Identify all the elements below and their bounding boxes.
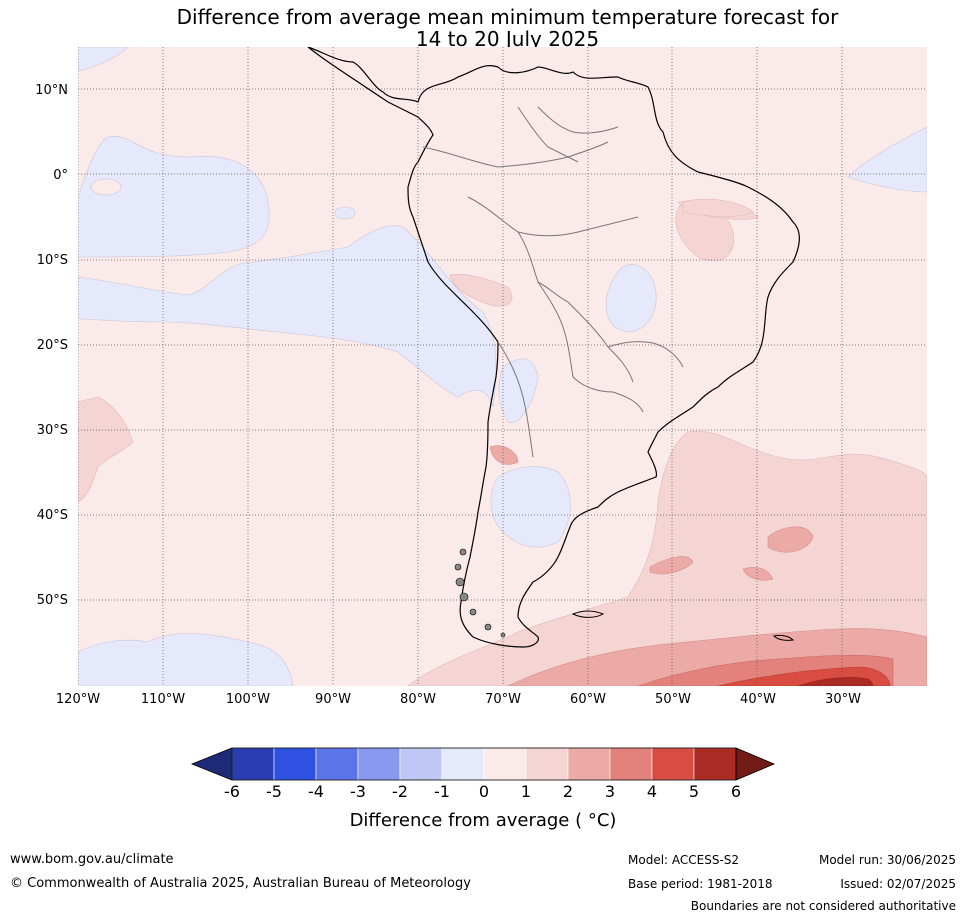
lon-label-80w: 80°W (400, 692, 436, 707)
lon-label-50w: 50°W (655, 692, 691, 707)
colorbar-swatch-5 (441, 747, 485, 781)
colorbar-swatch-0 (231, 747, 275, 781)
colorbar-outline (231, 747, 737, 781)
colorbar-tick-minus-2: -2 (392, 782, 408, 801)
lat-label-10s: 10°S (36, 253, 68, 268)
colorbar-tick-3: 3 (604, 782, 616, 801)
colorbar-tick-6: 6 (730, 782, 742, 801)
anomaly-region-amapa-warm (682, 198, 754, 217)
colorbar-swatch-11 (693, 747, 737, 781)
colorbar-tick-minus-6: -6 (224, 782, 240, 801)
south-georgia (773, 634, 795, 641)
anomaly-region-far-south-5to6 (797, 677, 874, 686)
anomaly-region-pacific-peru-cool (78, 225, 497, 408)
lat-label-50s: 50°S (36, 593, 68, 608)
colorbar-swatch-1 (273, 747, 317, 781)
lat-label-20s: 20°S (36, 338, 68, 353)
anomaly-region-equatorial-pacific-cool (78, 136, 270, 258)
colorbar-swatch-10 (651, 747, 695, 781)
anomaly-region-argentina-cool (490, 466, 571, 548)
map-canvas (78, 47, 927, 686)
anomaly-small-warm-patch (90, 178, 122, 196)
anomaly-region-brazil-cool (605, 264, 657, 333)
footer-model-run: Model run: 30/06/2025 (818, 853, 956, 867)
colorbar-tick-2: 2 (562, 782, 574, 801)
colorbar-high-arrow (735, 747, 776, 781)
southern-islands (454, 548, 506, 638)
lon-label-30w: 30°W (825, 692, 861, 707)
lon-label-70w: 70°W (485, 692, 521, 707)
colorbar-swatch-3 (357, 747, 401, 781)
anomaly-region-south-atlantic-warm (407, 430, 927, 686)
lat-label-10n: 10°N (35, 83, 68, 98)
footer-issued-date: Issued: 02/07/2025 (840, 877, 956, 891)
south-america-coastline (307, 47, 800, 648)
colorbar-label: Difference from average ( °C) (349, 810, 617, 831)
lon-label-40w: 40°W (740, 692, 776, 707)
anomaly-region-peru-warm (449, 274, 513, 307)
footer-boundaries-note: Boundaries are not considered authoritat… (690, 899, 956, 913)
lat-label-0: 0° (53, 168, 68, 183)
colorbar-swatch-7 (525, 747, 569, 781)
colorbar-swatch-6 (483, 747, 527, 781)
national-borders (422, 106, 684, 458)
anomaly-small-cool-patch (334, 206, 356, 220)
anomaly-region-north-atlantic-cool (847, 126, 927, 193)
lon-label-110w: 110°W (140, 692, 186, 707)
lon-label-120w: 120°W (55, 692, 101, 707)
map-area (78, 47, 927, 686)
lon-label-60w: 60°W (570, 692, 606, 707)
colorbar-swatch-8 (567, 747, 611, 781)
colorbar-swatch-2 (315, 747, 359, 781)
colorbar-tick-minus-5: -5 (266, 782, 282, 801)
map-title-line-2: 14 to 20 July 2025 (415, 27, 600, 51)
map-gridlines (78, 47, 927, 686)
lat-label-30s: 30°S (36, 423, 68, 438)
anomaly-region-mid-atlantic-2to3 (649, 556, 694, 575)
falkland-islands (571, 610, 605, 618)
anomaly-region-southeast-atlantic-2to3 (742, 567, 774, 581)
colorbar (190, 747, 776, 781)
anomaly-region-south-atlantic-2to3 (767, 526, 814, 553)
colorbar-tick-minus-3: -3 (350, 782, 366, 801)
anomaly-region-southwest-pacific-warm (78, 396, 134, 503)
colorbar-tick-0: 0 (478, 782, 490, 801)
lon-label-90w: 90°W (315, 692, 351, 707)
footer-base-period: Base period: 1981-2018 (628, 877, 773, 891)
anomaly-region-south-pacific-cool (78, 633, 294, 686)
colorbar-swatch-4 (399, 747, 443, 781)
colorbar-low-arrow (190, 747, 233, 781)
footer-copyright: © Commonwealth of Australia 2025, Austra… (10, 876, 471, 891)
lon-label-100w: 100°W (225, 692, 271, 707)
colorbar-swatch-9 (609, 747, 653, 781)
anomaly-region-top-left-cool (78, 47, 129, 72)
map-title-line-1: Difference from average mean minimum tem… (176, 5, 839, 29)
lat-label-40s: 40°S (36, 508, 68, 523)
colorbar-tick-4: 4 (646, 782, 658, 801)
colorbar-tick-minus-1: -1 (434, 782, 450, 801)
footer-model: Model: ACCESS-S2 (628, 853, 740, 867)
anomaly-region-chile-argentina-2to3 (489, 445, 519, 465)
colorbar-tick-1: 1 (520, 782, 532, 801)
colorbar-tick-5: 5 (688, 782, 700, 801)
anomaly-region-central-chile-cool (498, 358, 539, 424)
footer-website-link[interactable]: www.bom.gov.au/climate (10, 852, 174, 867)
colorbar-tick-minus-4: -4 (308, 782, 324, 801)
